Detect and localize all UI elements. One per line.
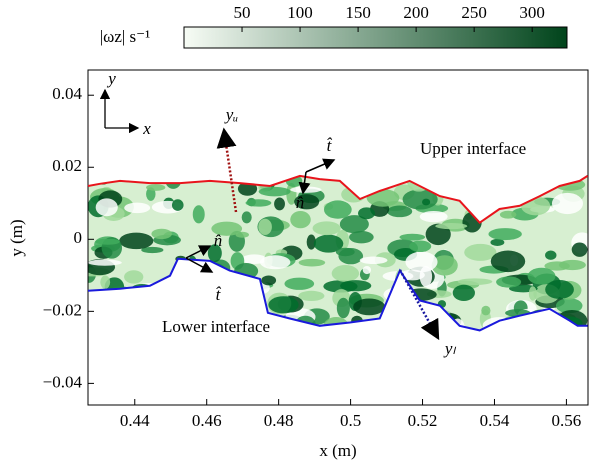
annotation: t̂ [216,285,222,304]
vorticity-field [88,175,588,331]
y-tick-label: 0 [74,228,83,247]
y-axis-label: y (m) [7,219,26,256]
x-tick-label: 0.54 [480,411,510,430]
colorbar-tick-label: 200 [403,3,429,22]
x-tick-label: 0.44 [120,411,150,430]
colorbar-tick-label: 250 [461,3,487,22]
probe-upper [216,127,238,213]
vector [185,257,214,273]
x-tick-label: 0.48 [264,411,294,430]
legend-label: Lower interface [162,317,270,336]
colorbar-tick-label: 100 [287,3,313,22]
y-tick-label: 0.04 [52,84,82,103]
vector [185,245,212,259]
x-tick-label: 0.52 [408,411,438,430]
x-axis-label: x (m) [319,441,356,460]
colorbar [183,26,568,49]
x-tick-label: 0.56 [552,411,582,430]
x-tick-label: 0.5 [340,411,361,430]
annotation: x [142,119,151,138]
annotation: n̂ [296,193,305,212]
x-tick-label: 0.46 [192,411,222,430]
colorbar-tick-label: 300 [519,3,545,22]
vector [298,171,311,195]
annotation: yₗ [443,339,457,358]
colorbar-tick-label: 150 [345,3,371,22]
colorbar-tick-label: 50 [234,3,251,22]
annotation: y [106,69,116,88]
legend-label: Upper interface [420,139,526,158]
probe-lower [398,269,440,341]
colorbar-label: |ωz| s⁻¹ [100,27,150,46]
annotation: t̂ [327,136,333,155]
plot-frame [87,69,589,406]
interface-line [87,174,589,225]
y-tick-label: −0.02 [43,300,82,319]
annotation: yᵤ [224,105,239,124]
y-tick-label: −0.04 [43,372,83,391]
interface-line [87,257,588,332]
y-tick-label: 0.02 [52,156,82,175]
annotation: n̂ [214,231,223,250]
vector [305,158,336,173]
